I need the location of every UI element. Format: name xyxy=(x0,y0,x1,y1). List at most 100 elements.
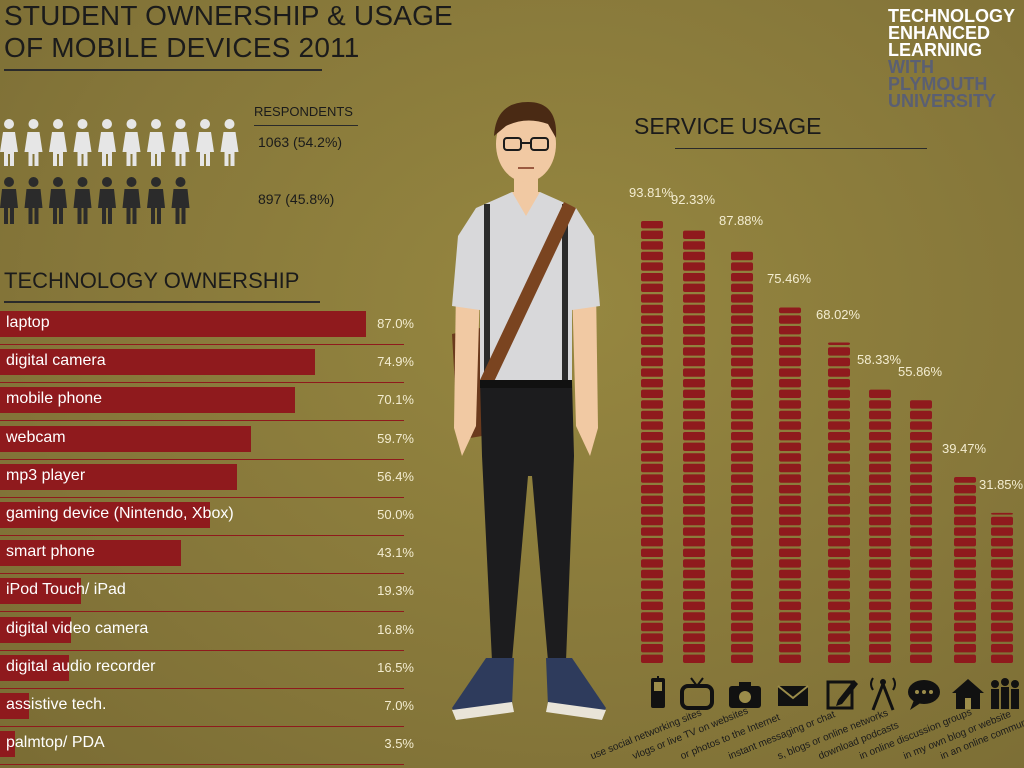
ownership-bar-label: palmtop/ PDA xyxy=(6,734,105,752)
ownership-row: laptop 87.0% xyxy=(0,307,416,345)
female-person-icon xyxy=(171,119,190,166)
service-usage-bar xyxy=(731,251,753,663)
ownership-row-divider xyxy=(0,420,404,422)
ownership-bar-label: assistive tech. xyxy=(6,696,107,713)
ownership-value-label: 70.1% xyxy=(377,392,414,408)
service-usage-bar xyxy=(779,307,801,663)
antenna-icon xyxy=(865,676,901,712)
house-icon xyxy=(950,676,986,712)
brand-line-6: UNIVERSITY xyxy=(888,91,997,110)
ownership-row: palmtop/ PDA 3.5% xyxy=(0,727,416,766)
pencil-icon xyxy=(824,676,860,712)
ownership-bar xyxy=(0,387,295,414)
ownership-row-divider xyxy=(0,458,404,460)
ownership-bar xyxy=(0,540,182,567)
male-person-icon xyxy=(147,177,165,224)
female-person-icon xyxy=(73,119,92,166)
ownership-bar-label: smart phone xyxy=(6,543,95,561)
service-usage-value-label: 92.33% xyxy=(671,191,716,207)
ownership-value-label: 3.5% xyxy=(384,736,414,752)
ownership-row-divider xyxy=(0,535,404,536)
service-usage-value-label: 39.47% xyxy=(942,441,987,457)
male-person-icon xyxy=(24,177,43,224)
female-person-icon xyxy=(24,119,43,166)
ownership-value-label: 50.0% xyxy=(377,507,414,522)
respondents-divider xyxy=(254,125,358,126)
service-usage-bar xyxy=(641,221,663,663)
service-usage-bar xyxy=(910,400,932,663)
ownership-bar xyxy=(0,616,71,643)
brand-line-4: WITH xyxy=(888,57,934,77)
male-person-icon xyxy=(122,177,141,224)
title-divider xyxy=(4,69,322,71)
brand-line-5: PLYMOUTH xyxy=(888,74,988,94)
ownership-bar-label: mobile phone xyxy=(6,390,103,408)
female-person-icon xyxy=(98,119,116,166)
ownership-bar-label: gaming device (Nintendo, Xbox) xyxy=(6,505,234,522)
female-person-icon xyxy=(196,119,214,166)
male-person-icon xyxy=(98,177,116,224)
service-usage-value-label: 87.88% xyxy=(719,212,764,228)
brand-line-1: TECHNOLOGY xyxy=(888,8,1016,26)
ownership-row-divider xyxy=(0,687,404,689)
female-person-icon xyxy=(49,119,67,166)
ownership-row: assistive tech. 7.0% xyxy=(0,689,416,727)
ownership-bar xyxy=(0,502,211,528)
ownership-row: mp3 player 56.4% xyxy=(0,460,416,498)
service-usage-title: SERVICE USAGE xyxy=(634,113,822,139)
student-illustration xyxy=(452,102,606,720)
ownership-value-label: 56.4% xyxy=(377,468,414,484)
ownership-bar xyxy=(0,731,15,758)
ownership-value-label: 43.1% xyxy=(377,545,414,561)
ownership-row-divider xyxy=(0,344,404,345)
ownership-bar-label: digital audio recorder xyxy=(6,657,156,675)
speech-bubble-icon xyxy=(906,676,942,712)
ownership-bar xyxy=(0,425,252,452)
ownership-bar xyxy=(0,463,238,490)
male-person-icon xyxy=(73,177,92,224)
male-person-icon xyxy=(49,177,67,224)
service-usage-category-labels: use social networking sites vlogs or live… xyxy=(540,690,1024,768)
ownership-row: digital camera 74.9% xyxy=(0,345,416,384)
service-usage-value-label: 93.81% xyxy=(629,185,674,200)
ownership-row-divider xyxy=(0,764,404,766)
ownership-value-label: 7.0% xyxy=(384,698,414,713)
ownership-row: webcam 59.7% xyxy=(0,422,416,460)
ownership-bar xyxy=(0,578,82,605)
male-respondents-icons xyxy=(0,177,190,224)
ownership-value-label: 16.8% xyxy=(377,621,414,637)
service-usage-value-label: 68.02% xyxy=(816,306,861,322)
service-usage-bar xyxy=(954,477,976,663)
tv-icon xyxy=(679,676,715,712)
ownership-value-label: 19.3% xyxy=(377,583,414,599)
ownership-bar xyxy=(0,311,366,337)
ownership-bar-label: mp3 player xyxy=(6,466,86,484)
ownership-row: digital audio recorder 16.5% xyxy=(0,651,416,689)
ownership-bar-label: digital camera xyxy=(6,352,106,370)
mobile-phone-icon xyxy=(641,676,677,712)
ownership-value-label: 74.9% xyxy=(377,354,414,370)
ownership-row: gaming device (Nintendo, Xbox) 50.0% xyxy=(0,498,416,536)
ownership-row-divider xyxy=(0,382,404,384)
female-person-icon xyxy=(0,119,18,166)
female-person-icon xyxy=(122,119,141,166)
title-line-1: STUDENT OWNERSHIP & USAGE xyxy=(4,0,453,31)
ownership-bar-label: webcam xyxy=(6,428,66,446)
brand-logo: TECHNOLOGY ENHANCED LEARNING WITH PLYMOU… xyxy=(888,8,1024,110)
female-person-icon xyxy=(147,119,165,166)
service-usage-value-label: 31.85% xyxy=(979,476,1024,492)
service-usage-divider xyxy=(675,148,927,149)
ownership-row-divider xyxy=(0,649,404,651)
ownership-row-divider xyxy=(0,496,404,498)
female-respondents-icons xyxy=(0,119,239,166)
ownership-bar-label: iPod Touch/ iPad xyxy=(6,581,126,599)
female-respondents-value: 1063 (54.2%) xyxy=(258,134,343,150)
ownership-row: smart phone 43.1% xyxy=(0,536,416,575)
female-person-icon xyxy=(220,119,239,166)
male-person-icon xyxy=(171,177,190,224)
ownership-row: digital video camera 16.8% xyxy=(0,613,416,651)
male-person-icon xyxy=(0,177,18,224)
ownership-row-divider xyxy=(0,611,404,613)
service-usage-bar xyxy=(991,512,1013,663)
